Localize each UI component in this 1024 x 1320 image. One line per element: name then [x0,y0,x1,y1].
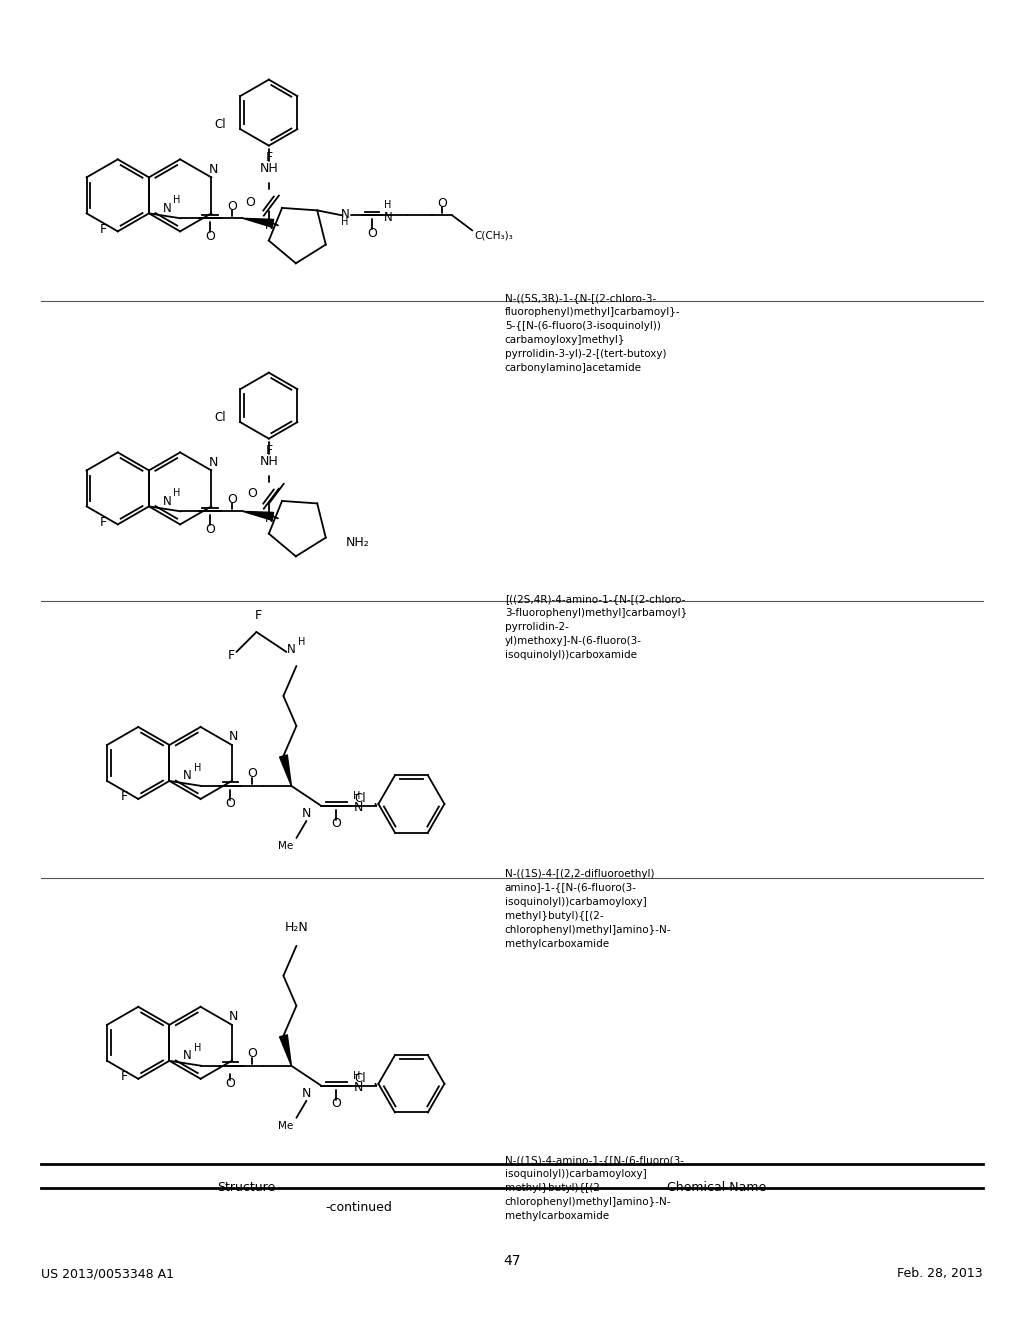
Text: O: O [332,817,341,830]
Text: O: O [368,227,377,240]
Text: H: H [298,638,305,647]
Text: C(CH₃)₃: C(CH₃)₃ [474,231,513,240]
Text: N: N [229,730,239,743]
Text: Cl: Cl [215,411,226,424]
Text: F: F [227,649,234,663]
Text: N-((1S)-4-[(2,2-difluoroethyl)
amino]-1-{[N-(6-fluoro(3-
isoquinolyl))carbamoylo: N-((1S)-4-[(2,2-difluoroethyl) amino]-1-… [505,869,672,949]
Text: O: O [332,1097,341,1110]
Text: O: O [225,1077,236,1090]
Text: H: H [384,201,391,210]
Text: H₂N: H₂N [285,921,308,935]
Text: O: O [247,487,257,500]
Text: N-((1S)-4-amino-1-{[N-(6-fluoro(3-
isoquinolyl))carbamoyloxy]
methyl}butyl){[(2-: N-((1S)-4-amino-1-{[N-(6-fluoro(3- isoqu… [505,1155,684,1221]
Text: H: H [194,1043,201,1053]
Text: US 2013/0053348 A1: US 2013/0053348 A1 [41,1267,174,1280]
Text: O: O [205,230,215,243]
Polygon shape [280,1035,292,1065]
Text: N: N [209,162,218,176]
Text: NH: NH [259,162,279,176]
Text: 47: 47 [503,1254,521,1269]
Text: N: N [264,219,273,232]
Text: F: F [121,1071,128,1084]
Polygon shape [280,755,292,785]
Text: N: N [209,455,218,469]
Text: N: N [353,801,362,814]
Text: Me: Me [279,841,294,851]
Text: Me: Me [279,1121,294,1131]
Text: O: O [437,197,447,210]
Text: F: F [100,516,108,529]
Text: O: O [205,523,215,536]
Text: H: H [194,763,201,774]
Text: H: H [352,1071,360,1081]
Text: NH: NH [259,455,279,469]
Text: F: F [255,610,262,623]
Text: NH₂: NH₂ [346,536,370,549]
Text: N-((5S,3R)-1-{N-[(2-chloro-3-
fluorophenyl)methyl]carbamoyl}-
5-{[N-(6-fluoro(3-: N-((5S,3R)-1-{N-[(2-chloro-3- fluorophen… [505,293,681,374]
Text: N: N [229,1010,239,1023]
Text: -continued: -continued [325,1201,392,1214]
Polygon shape [243,511,273,520]
Text: O: O [248,767,257,780]
Text: Chemical Name: Chemical Name [668,1181,766,1195]
Text: N: N [163,495,171,508]
Text: F: F [265,444,272,457]
Text: N: N [341,207,350,220]
Text: O: O [248,1047,257,1060]
Text: Cl: Cl [354,1072,367,1085]
Text: N: N [302,1088,311,1101]
Text: F: F [265,150,272,164]
Text: F: F [121,791,128,804]
Text: N: N [183,1049,191,1063]
Text: N: N [384,211,393,224]
Text: N: N [264,512,273,525]
Text: O: O [225,797,236,810]
Text: H: H [173,195,180,206]
Text: O: O [227,492,237,506]
Text: [((2S,4R)-4-amino-1-{N-[(2-chloro-
3-fluorophenyl)methyl]carbamoyl}
pyrrolidin-2: [((2S,4R)-4-amino-1-{N-[(2-chloro- 3-flu… [505,594,687,660]
Text: O: O [245,197,255,209]
Polygon shape [243,218,273,227]
Text: H: H [352,791,360,801]
Text: N: N [302,808,311,821]
Text: Structure: Structure [217,1181,274,1195]
Text: N: N [353,1081,362,1094]
Text: N: N [163,202,171,215]
Text: Cl: Cl [354,792,367,805]
Text: Cl: Cl [215,117,226,131]
Text: Feb. 28, 2013: Feb. 28, 2013 [897,1267,983,1280]
Text: N: N [183,770,191,783]
Text: H: H [173,488,180,499]
Text: H: H [341,218,348,227]
Text: O: O [227,199,237,213]
Text: N: N [287,643,296,656]
Text: F: F [100,223,108,236]
